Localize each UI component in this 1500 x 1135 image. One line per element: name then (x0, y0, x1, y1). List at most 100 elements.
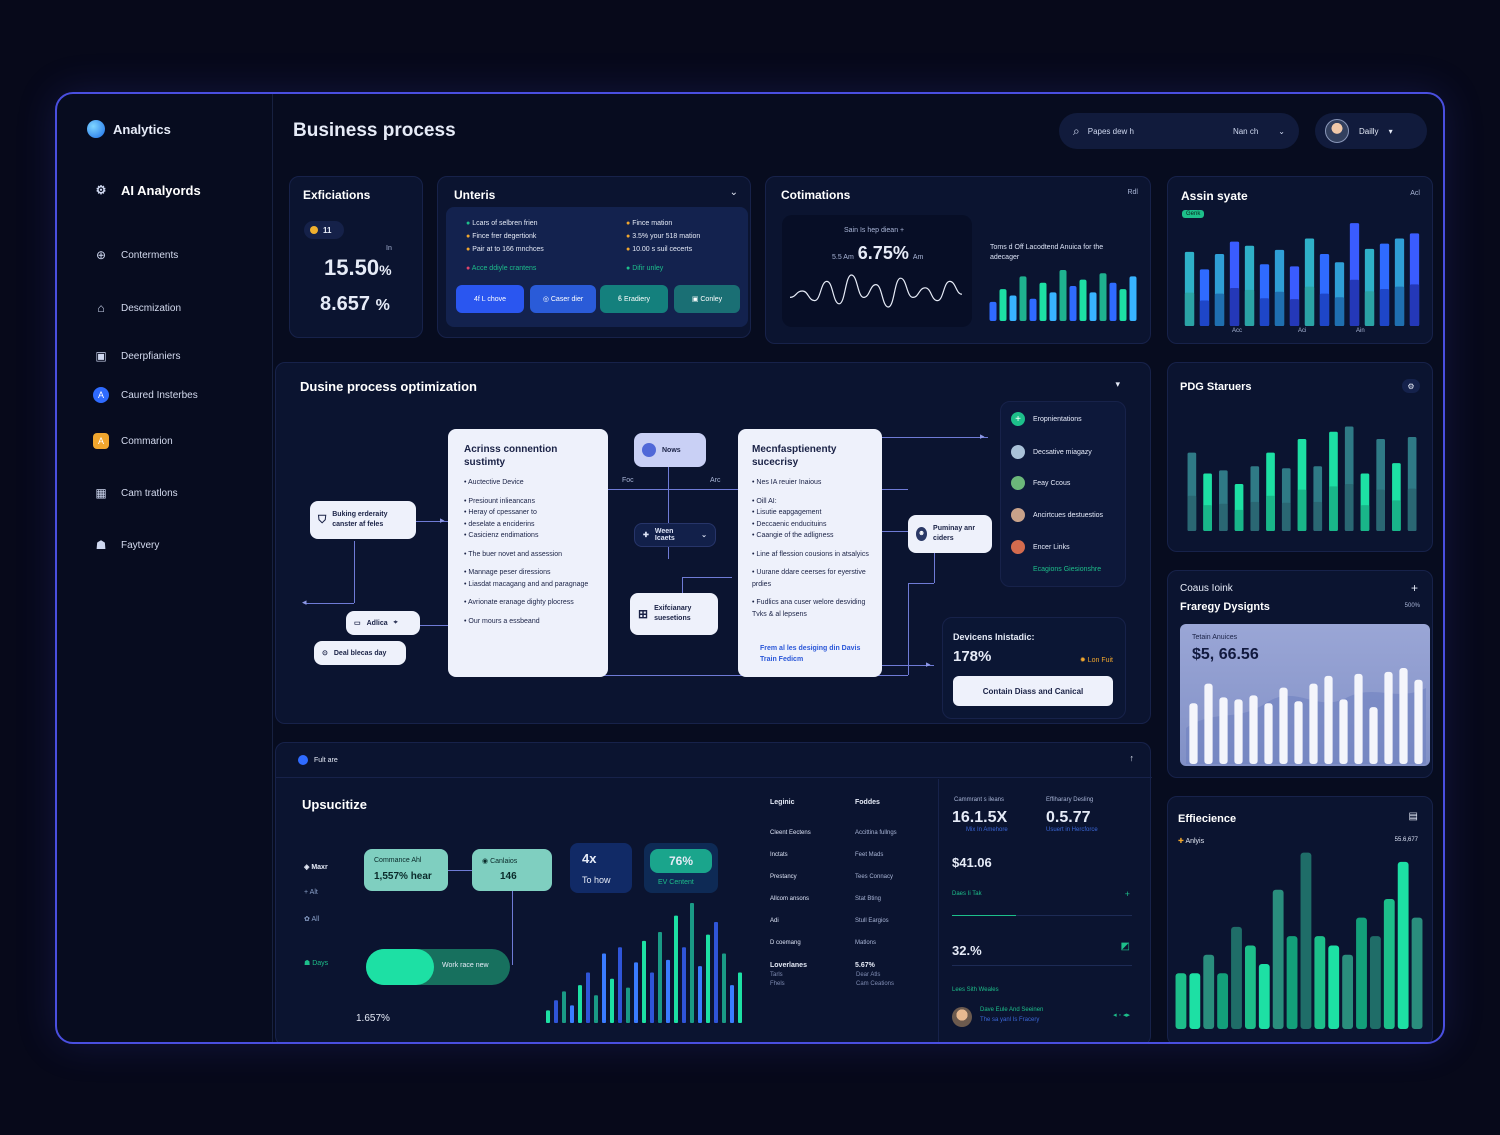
user-menu[interactable]: Dailly ▾ (1315, 113, 1427, 149)
chart-bar (666, 959, 670, 1023)
table-cell: Allcom ansons (770, 896, 810, 902)
node-adlica[interactable]: ▭ Adlica ⌖ (346, 611, 420, 635)
legend-item[interactable]: Encer Links (1011, 540, 1070, 554)
action-button-3[interactable]: ϐ Eradiery (600, 285, 668, 313)
node-list-item: Heray of cpessaner to (464, 507, 600, 519)
axis-label: ✿ All (304, 915, 319, 923)
node-exifc[interactable]: ⊞ Exifcianary suesetions (630, 593, 718, 635)
legend-link[interactable]: Ecagions Giesionshre (1033, 566, 1102, 573)
table-row[interactable]: Adi Stull Eargios (770, 918, 940, 924)
divider (952, 965, 1132, 966)
bolt-icon: ϐ (617, 295, 624, 303)
kpi-commance[interactable]: Commance Ahl 1,557% hear (364, 849, 448, 891)
table-cell: Cam Ceations (856, 981, 895, 987)
table-row[interactable]: Inctats Feet Mads (770, 852, 940, 858)
action-button-2[interactable]: ◎ Caser dier (530, 285, 596, 313)
calendar-icon[interactable]: ▤ (1408, 811, 1418, 822)
work-toggle[interactable]: Work race new (366, 949, 510, 985)
kpi-76[interactable]: 76% EV Centent (644, 843, 718, 893)
node-mecnfas[interactable]: Mecnfasptienenty sucecrisy Nes IA reuier… (738, 429, 882, 677)
chart-bar (1049, 292, 1057, 321)
efficiations-card: Exficiations 11 In 15.50% 8.657 % (289, 176, 423, 338)
table-cell: Tees Connacy (855, 874, 894, 880)
chart-bar-segment (1409, 284, 1420, 326)
axis-text: Days (312, 960, 329, 967)
legend-item[interactable]: Decsative miagazy (1011, 445, 1092, 459)
chart-bar-segment (1199, 300, 1210, 326)
stat-link[interactable]: Lees Sith Weales (952, 987, 999, 993)
arrow-right-icon: ▸ (926, 659, 931, 669)
app-window: Analytics ⚙ AI Analyords ⊕ Conterments ⌂ De… (55, 92, 1445, 1044)
table-row[interactable]: D coemang Matlons (770, 940, 940, 946)
arrow-up-icon[interactable]: ↑ (1129, 753, 1135, 763)
node-ween[interactable]: ✚ Ween Icaets ⌄ (634, 523, 716, 547)
search-bar[interactable]: ⌕ Papes dew h Nan ch ⌄ (1059, 113, 1299, 149)
upsucitize-bar-chart (546, 903, 742, 1023)
clock-icon: ⊙ (322, 650, 328, 657)
node-link[interactable]: Frem al les desiging din Davis Train Fed… (760, 645, 861, 663)
legend-item[interactable]: Feay Ccous (1011, 476, 1070, 490)
kpi-4x[interactable]: 4x To how (570, 843, 632, 893)
trend-subtitle: Sain Is hep diean + (844, 227, 905, 234)
value-number: 15.50 (324, 255, 380, 280)
plus-icon[interactable]: + (1124, 889, 1130, 899)
plus-icon[interactable]: + (1410, 581, 1418, 595)
sidebar-item-label: Faytvery (121, 539, 160, 551)
table-row[interactable]: Cleent Eectens Accittina fullngs (770, 830, 940, 836)
settings-icon[interactable]: ⚙ (1402, 379, 1420, 393)
table-cell: Loverlanes (770, 962, 807, 969)
node-deal[interactable]: ⊙ Deal blecas day (314, 641, 406, 665)
effic-card: Effiecience ▤ ✚ Anlyis 55.6,677 (1167, 796, 1433, 1042)
action-button-4[interactable]: ▣ Conley (674, 285, 740, 313)
table-row[interactable]: Allcom ansons Stat Bting (770, 896, 940, 902)
node-punimay[interactable]: ☻ Puminay anr ciders (908, 515, 992, 553)
node-acrinss[interactable]: Acrinss connention sustimty Auctective D… (448, 429, 608, 677)
sidebar-item-camtratlons[interactable]: ▦ Cam tratlons (93, 485, 177, 501)
sidebar-item-conterments[interactable]: ⊕ Conterments (93, 247, 178, 263)
chevron-down-icon[interactable]: ⌄ (729, 187, 738, 198)
node-list-item: Fudlics ana cuser welore desviding Tvks … (752, 597, 876, 620)
sidebar-item-label: Commarion (121, 435, 173, 447)
node-list-item: Casicienz endimations (464, 530, 600, 542)
search-select[interactable]: Nan ch (1232, 126, 1259, 136)
sidebar-item-commarion[interactable]: A Commarion (93, 433, 173, 449)
chart-bar (1059, 270, 1067, 321)
sidebar-item-ai[interactable]: ⚙ AI Analyords (93, 182, 201, 198)
contain-button[interactable]: Contain Diass and Canical (953, 676, 1113, 706)
chevron-down-icon[interactable]: ▾ (1115, 379, 1120, 389)
stat-bar-label: Daes Ii Tak (952, 891, 982, 897)
node-buking[interactable]: ⛉ Buking erderaity canster af feles (310, 501, 416, 539)
table-row[interactable]: Prestancy Tees Connacy (770, 874, 940, 880)
sidebar-item-caured[interactable]: A Caured Insterbes (93, 387, 198, 403)
sidebar-item-label: Descmization (121, 302, 182, 314)
node-list-item: The buer novet and assession (464, 549, 600, 561)
chevron-down-icon[interactable]: ⌄ (1278, 126, 1285, 136)
legend-item[interactable]: + Eropnientations (1011, 412, 1082, 426)
toggle-knob (366, 949, 434, 985)
chart-icon[interactable]: ◩ (1120, 941, 1130, 952)
search-input[interactable]: Papes dew h (1087, 126, 1134, 136)
chart-bar-segment (1376, 489, 1385, 531)
brand[interactable]: Analytics (87, 120, 171, 138)
connector (908, 583, 934, 584)
kpi-canlaios[interactable]: ◉ Canlaios 146 (472, 849, 552, 891)
toggle-label: Work race new (442, 962, 489, 969)
nav-arrows-icon[interactable]: ◂ ◦ ◂▸ (1113, 1012, 1130, 1019)
legend-label: Ancirtcues destuestios (1033, 511, 1104, 519)
connector (682, 577, 683, 607)
coaus-bar-chart (1186, 668, 1426, 764)
action-button-1[interactable]: 4f L chove (456, 285, 524, 313)
sidebar-item-faytvery[interactable]: ☗ Faytvery (93, 537, 160, 553)
sidebar-item-deerpfianiers[interactable]: ▣ Deerpfianiers (93, 348, 180, 364)
node-news[interactable]: Nows (634, 433, 706, 467)
chart-bar-segment (1187, 495, 1197, 531)
chart-bar (1397, 861, 1409, 1029)
legend-item[interactable]: Ancirtcues destuestios (1011, 508, 1103, 522)
chart-bar-segment (1229, 288, 1240, 326)
card-title: Effiecience (1178, 813, 1237, 825)
chart-bar-segment (1349, 279, 1360, 326)
chart-bar (1249, 695, 1258, 764)
upsucitize-card: Fult are ↑ Upsucitize ◈ Maxr + Alt ✿ All… (275, 742, 1152, 1042)
page-title: Business process (293, 120, 456, 141)
sidebar-item-descmization[interactable]: ⌂ Descmization (93, 300, 181, 316)
